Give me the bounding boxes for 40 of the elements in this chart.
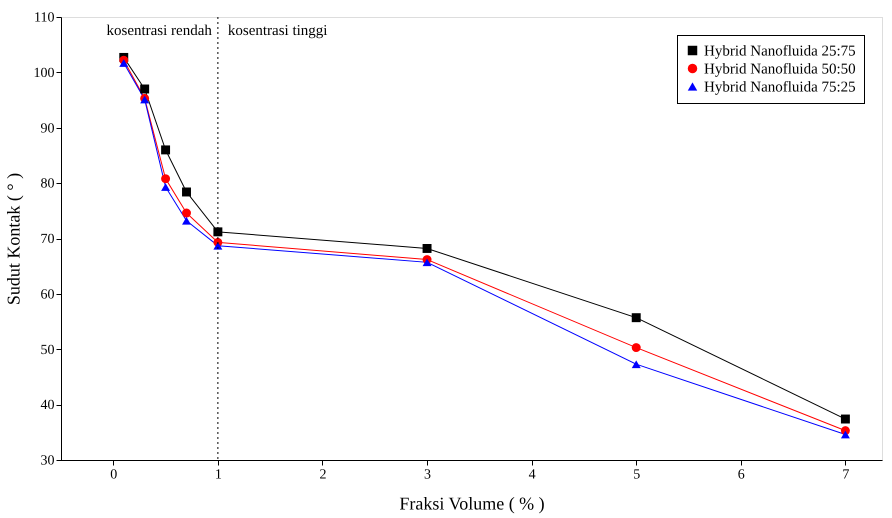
y-tick-label: 80 <box>40 176 54 192</box>
legend-label: Hybrid Nanofluida 50:50 <box>704 62 856 78</box>
y-tick-label: 90 <box>40 121 54 136</box>
point <box>161 145 170 154</box>
point <box>422 258 432 266</box>
y-tick-label: 110 <box>34 10 54 26</box>
point <box>161 174 170 184</box>
y-tick-label: 40 <box>40 398 54 414</box>
y-tick-label: 50 <box>40 342 54 358</box>
point <box>422 244 432 253</box>
point <box>632 360 641 368</box>
y-tick-label: 60 <box>40 287 54 302</box>
point <box>119 59 128 67</box>
y-axis-title: Sudut Kontak ( ° ) <box>4 172 24 306</box>
x-tick-label: 5 <box>633 468 640 482</box>
legend-label: Hybrid Nanofluida 75:25 <box>704 80 856 96</box>
annotation: kosentrasi rendah <box>106 23 212 39</box>
x-tick-label: 1 <box>214 468 222 482</box>
x-tick-label: 7 <box>842 468 850 482</box>
point <box>213 227 222 236</box>
x-tick-label: 2 <box>319 468 326 482</box>
y-tick-label: 30 <box>40 454 54 468</box>
point <box>840 414 850 424</box>
point <box>182 208 191 218</box>
x-axis-title: Fraksi Volume ( % ) <box>399 494 545 514</box>
point <box>632 343 641 352</box>
x-tick-label: 6 <box>738 468 745 482</box>
y-tick-label: 70 <box>40 232 54 247</box>
x-tick-label: 4 <box>528 468 536 482</box>
legend-label: Hybrid Nanofluida 25:75 <box>704 44 856 60</box>
annotation: kosentrasi tinggi <box>228 23 328 39</box>
point <box>140 84 150 94</box>
point <box>182 188 191 196</box>
point <box>182 216 191 225</box>
point <box>840 430 850 438</box>
point <box>161 183 170 191</box>
x-tick-label: 3 <box>424 468 432 482</box>
point <box>632 313 641 322</box>
y-tick-label: 100 <box>34 66 54 81</box>
x-tick-label: 0 <box>110 468 118 482</box>
